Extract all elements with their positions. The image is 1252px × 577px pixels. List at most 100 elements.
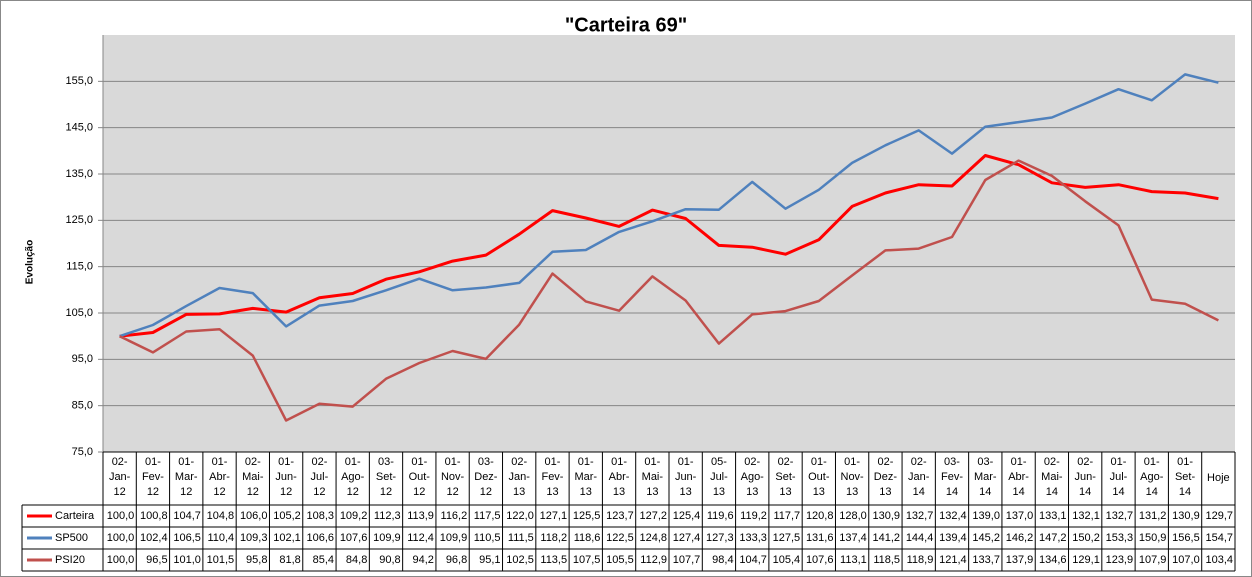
data-label: 107,0 xyxy=(1172,554,1200,566)
data-label: 129,7 xyxy=(1205,510,1233,522)
x-tick-label: 03-Mar-14 xyxy=(974,456,997,498)
data-label: 145,2 xyxy=(972,532,1000,544)
data-label: 110,5 xyxy=(474,532,501,544)
data-label: 121,4 xyxy=(939,554,967,566)
data-label: 133,1 xyxy=(1039,510,1067,522)
data-label: 113,9 xyxy=(407,510,434,522)
data-label: 147,2 xyxy=(1039,532,1067,544)
data-label: 125,5 xyxy=(573,510,601,522)
data-label: 109,9 xyxy=(440,532,468,544)
data-label: 107,5 xyxy=(573,554,601,566)
x-tick-label: 02-Set-13 xyxy=(775,456,796,498)
data-label: 122,0 xyxy=(506,510,534,522)
x-tick-label: 02-Mai-12 xyxy=(242,456,264,498)
data-label: 104,7 xyxy=(739,554,767,566)
data-label: 117,7 xyxy=(773,510,800,522)
x-tick-label: 01-Abr-12 xyxy=(209,456,230,498)
data-label: 107,9 xyxy=(1139,554,1167,566)
data-label: 137,0 xyxy=(1006,510,1034,522)
data-label: 127,2 xyxy=(639,510,667,522)
x-tick-label: 01-Fev-13 xyxy=(541,456,563,498)
y-axis-label: Evolução xyxy=(25,240,36,284)
data-label: 156,5 xyxy=(1172,532,1200,544)
x-tick-label: 02-Jan-14 xyxy=(908,456,930,498)
data-label: 101,5 xyxy=(207,554,235,566)
data-label: 123,7 xyxy=(606,510,634,522)
data-label: 118,9 xyxy=(907,554,934,566)
legend-label: PSI20 xyxy=(55,554,85,566)
data-label: 106,6 xyxy=(307,532,335,544)
data-label: 112,3 xyxy=(374,510,401,522)
y-tick-label: 105,0 xyxy=(65,307,93,319)
data-label: 116,2 xyxy=(441,510,468,522)
data-label: 137,9 xyxy=(1006,554,1034,566)
x-tick-label: 01-Mai-13 xyxy=(642,456,664,498)
x-tick-label: 01-Jun-13 xyxy=(675,456,697,498)
legend-label: Carteira xyxy=(55,510,95,522)
x-tick-label: 01-Jun-12 xyxy=(275,456,297,498)
data-label: 109,2 xyxy=(340,510,368,522)
data-label: 107,6 xyxy=(806,554,834,566)
x-tick-label: 01-Ago-14 xyxy=(1140,456,1164,498)
x-tick-label: 02-Dez-13 xyxy=(874,456,898,498)
y-tick-label: 95,0 xyxy=(72,353,93,365)
data-label: 106,5 xyxy=(173,532,201,544)
data-label: 118,6 xyxy=(574,532,601,544)
x-tick-label: 03-Dez-12 xyxy=(474,456,498,498)
x-tick-label: 03-Fev-14 xyxy=(941,456,963,498)
y-tick-label: 75,0 xyxy=(72,446,93,458)
data-label: 84,8 xyxy=(346,554,367,566)
data-label: 105,4 xyxy=(773,554,801,566)
data-label: 104,7 xyxy=(173,510,201,522)
data-label: 128,0 xyxy=(839,510,867,522)
data-label: 137,4 xyxy=(839,532,867,544)
data-label: 112,4 xyxy=(407,532,434,544)
data-label: 81,8 xyxy=(279,554,300,566)
data-label: 102,4 xyxy=(140,532,168,544)
data-label: 150,2 xyxy=(1072,532,1100,544)
data-label: 146,2 xyxy=(1006,532,1034,544)
x-tick-label: Hoje xyxy=(1207,472,1230,484)
x-tick-label: 02-Mai-14 xyxy=(1041,456,1063,498)
data-label: 153,3 xyxy=(1106,532,1134,544)
data-label: 132,1 xyxy=(1072,510,1100,522)
data-label: 96,5 xyxy=(146,554,167,566)
data-label: 109,9 xyxy=(373,532,401,544)
x-tick-label: 02-Jan-12 xyxy=(109,456,131,498)
data-label: 150,9 xyxy=(1139,532,1167,544)
data-label: 104,8 xyxy=(207,510,235,522)
data-label: 127,1 xyxy=(540,510,568,522)
data-label: 107,6 xyxy=(340,532,368,544)
data-label: 112,9 xyxy=(640,554,667,566)
data-label: 85,4 xyxy=(313,554,334,566)
x-tick-label: 01-Fev-12 xyxy=(142,456,164,498)
data-label: 102,1 xyxy=(273,532,301,544)
data-label: 119,6 xyxy=(707,510,734,522)
data-label: 130,9 xyxy=(1172,510,1200,522)
data-label: 118,2 xyxy=(540,532,567,544)
data-label: 154,7 xyxy=(1205,532,1233,544)
y-tick-label: 135,0 xyxy=(65,168,93,180)
data-label: 133,7 xyxy=(972,554,1000,566)
data-label: 127,5 xyxy=(773,532,801,544)
data-label: 90,8 xyxy=(379,554,400,566)
data-label: 105,5 xyxy=(606,554,634,566)
data-label: 129,1 xyxy=(1072,554,1100,566)
x-tick-label: 05-Jul-13 xyxy=(710,456,728,498)
data-label: 127,4 xyxy=(673,532,701,544)
y-tick-label: 85,0 xyxy=(72,400,93,412)
data-label: 127,3 xyxy=(706,532,734,544)
data-label: 124,8 xyxy=(639,532,667,544)
x-tick-label: 01-Out-12 xyxy=(409,456,431,498)
data-label: 131,2 xyxy=(1139,510,1167,522)
data-label: 100,8 xyxy=(140,510,168,522)
y-tick-label: 155,0 xyxy=(65,75,93,87)
data-label: 119,2 xyxy=(740,510,767,522)
x-tick-label: 01-Nov-13 xyxy=(841,456,865,498)
x-tick-label: 02-Jun-14 xyxy=(1074,456,1096,498)
data-label: 102,5 xyxy=(506,554,534,566)
data-label: 107,7 xyxy=(673,554,701,566)
y-tick-label: 145,0 xyxy=(65,122,93,134)
data-label: 106,0 xyxy=(240,510,268,522)
